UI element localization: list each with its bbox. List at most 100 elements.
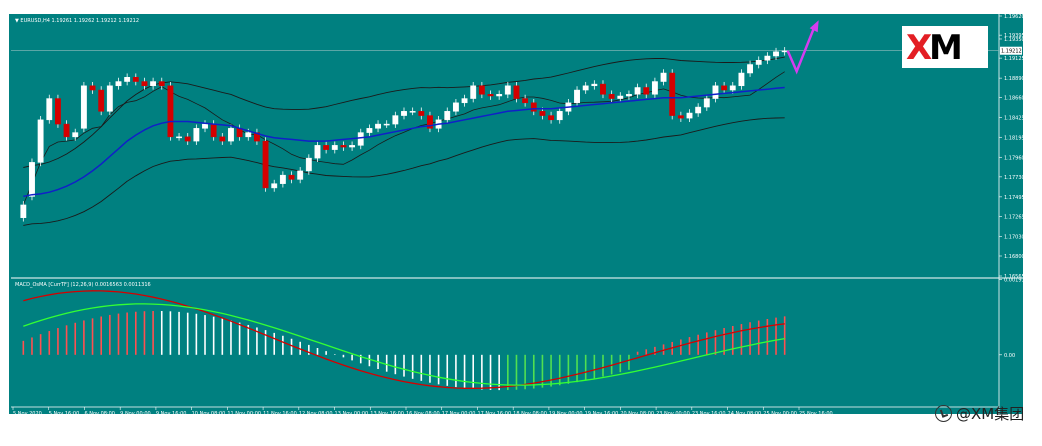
y-tick-label: 1.17030 [1004,234,1023,240]
candle-body [703,98,710,108]
x-tick-label: 19 Nov 00:00 [549,411,583,414]
candle-body [764,55,771,61]
xm-logo-m: M [929,28,963,68]
candle-body [383,123,390,126]
candle-body [401,111,407,116]
x-tick-label: 17 Nov 00:00 [442,411,476,414]
y-tick-label: 1.17495 [1004,195,1023,201]
x-tick-label: 5 Nov 2020 [13,411,42,414]
candle-body [634,87,641,95]
candle-body [349,145,356,148]
x-tick-label: 17 Nov 16:00 [477,411,511,414]
candle-body [582,85,589,91]
current-price-box [1000,46,1022,55]
y-tick-label: 1.19395 [1004,33,1023,39]
candle-body [375,123,381,129]
candle-body [556,111,563,121]
candle-body [539,111,546,116]
candle-body [504,85,511,95]
x-tick-label: 25 Nov 00:00 [763,411,797,414]
y-tick-label: 1.18425 [1004,116,1023,122]
candle-body [89,85,96,91]
y-tick-label: 1.19125 [1004,56,1023,62]
xm-logo-box [902,26,988,68]
x-tick-label: 13 Nov 16:00 [370,411,404,414]
candle-body [279,174,286,184]
watermark: @XM集团 [935,403,1024,424]
candle-body [184,136,191,142]
candle-body [773,51,779,57]
candle-body [695,106,702,114]
x-tick-label: 23 Nov 00:00 [656,411,690,414]
candle-body [660,72,667,82]
candle-body [677,115,684,119]
candle-body [340,145,347,148]
y-tick-label: 1.19620 [1004,14,1023,20]
x-tick-label: 23 Nov 16:00 [692,411,726,414]
x-tick-label: 12 Nov 08:00 [299,411,333,414]
candle-body [600,83,606,95]
chart-frame: 1.19620 1.19395 1.19350 1.19125 1.18890 1.186… [9,14,1023,414]
candle-body [228,128,234,142]
candle-body [513,85,520,99]
candle-body [626,94,632,97]
candle-body [46,98,53,121]
candle-body [686,112,693,119]
macd-y-tick-label: 0.00191 [1004,278,1023,284]
x-tick-label: 11 Nov 00:00 [227,411,261,414]
moving-average-line [23,86,785,198]
x-tick-label: 16 Nov 08:00 [406,411,440,414]
candle-body [132,77,139,82]
candle-body [55,98,61,125]
candle-body [427,115,433,129]
candle-body [37,119,44,163]
x-tick-label: 20 Nov 08:00 [620,411,654,414]
y-tick-label: 1.17960 [1004,155,1023,161]
candle-body [617,95,624,99]
x-tick-label: 6 Nov 08:00 [84,411,115,414]
candle-body [202,123,208,129]
candle-body [167,85,174,138]
candle-body [141,81,148,87]
candle-body [219,136,226,142]
candle-body [262,140,269,189]
candle-body [487,94,494,97]
bollinger-upper [23,56,785,168]
candle-body [461,98,468,104]
candle-body [418,111,425,116]
watermark-text: @XM集团 [956,405,1025,423]
y-tick-label: 1.17730 [1004,175,1023,181]
candle-body [176,136,182,139]
candle-body [574,89,580,104]
candle-body [392,115,399,125]
candle-body [20,204,27,218]
candle-body [712,85,719,99]
candle-body [781,50,788,53]
candle-body [288,174,295,180]
candle-body [29,162,35,197]
macd-title: MACD_OsMA [CurrTF] (12,26,9) 0.0016563 0… [15,282,151,288]
candle-body [98,89,105,112]
forecast-arrow [786,25,816,75]
candle-body [124,77,131,82]
y-tick-label: 1.16800 [1004,254,1023,260]
macd-y-tick-label: 0.00 [1004,353,1015,359]
candle-body [357,132,364,146]
candle-body [297,170,304,180]
candle-body [115,81,122,87]
y-tick-label: 1.18890 [1004,76,1023,82]
candle-body [323,145,330,150]
y-tick-label: 1.16565 [1004,274,1023,280]
x-tick-label: 10 Nov 08:00 [192,411,226,414]
candle-body [470,85,477,99]
price-title: ▼ EURUSD,H4 1.19261 1.19262 1.19212 1.19… [15,18,139,24]
bollinger-lower [23,117,785,226]
signal-line [23,303,785,386]
candle-body [150,81,157,87]
xm-logo-x: X [906,28,932,68]
x-tick-label: 11 Nov 16:00 [263,411,297,414]
candle-body [314,145,321,159]
x-tick-label: 25 Nov 16:00 [799,411,833,414]
y-tick-label: 1.18195 [1004,135,1023,141]
candle-body [522,98,529,104]
